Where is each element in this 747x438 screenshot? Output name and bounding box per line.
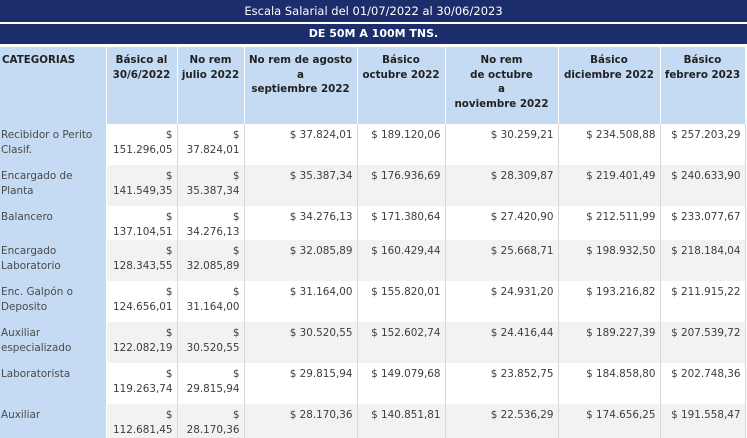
category-cell: Encargado Laboratorio: [0, 240, 107, 281]
value-cell-basico-feb: $ 240.633,90: [660, 165, 746, 206]
value-cell-norem-ago-sep: $ 37.824,01: [244, 124, 358, 165]
value-cell-basico-oct: $ 189.120,06: [357, 124, 446, 165]
document-title: Escala Salarial del 01/07/2022 al 30/06/…: [0, 0, 747, 22]
header-norem-jul: No rem julio 2022: [177, 47, 245, 124]
value-cell-norem-jul: $ 31.164,00: [177, 281, 245, 322]
value-cell-norem-ago-sep: $ 31.164,00: [244, 281, 358, 322]
header-basico-oct: Básico octubre 2022: [357, 47, 446, 124]
category-cell: Enc. Galpón o Deposito: [0, 281, 107, 322]
value-cell-basico-jun: $ 112.681,45: [106, 404, 178, 438]
value-cell-norem-jul: $ 30.520,55: [177, 322, 245, 363]
table-row: Encargado Laboratorio $128.343,55 $32.085,…: [0, 240, 746, 281]
value-cell-basico-dic: $ 193.216,82: [558, 281, 661, 322]
value-cell-basico-dic: $ 184.858,80: [558, 363, 661, 404]
value-cell-basico-jun: $141.549,35: [106, 165, 178, 206]
value-cell-norem-oct-nov: $ 30.259,21: [445, 124, 559, 165]
value-cell-basico-oct: $ 149.079,68: [357, 363, 446, 404]
category-cell: Encargado de Planta: [0, 165, 107, 206]
value-cell-norem-oct-nov: $ 24.931,20: [445, 281, 559, 322]
value-cell-basico-dic: $ 174.656,25: [558, 404, 661, 438]
value-cell-basico-feb: $ 211.915,22: [660, 281, 746, 322]
table-row: Encargado de Planta $141.549,35 $35.387,34…: [0, 165, 746, 206]
table-row: Recibidor o Perito Clasif. $151.296,05 $ 3…: [0, 124, 746, 165]
category-cell: Auxiliar: [0, 404, 107, 438]
value-cell-norem-ago-sep: $ 32.085,89: [244, 240, 358, 281]
category-cell: Balancero: [0, 206, 107, 240]
header-basico-feb: Básico febrero 2023: [660, 47, 746, 124]
value-cell-basico-dic: $ 198.932,50: [558, 240, 661, 281]
value-cell-basico-oct: $ 160.429,44: [357, 240, 446, 281]
value-cell-norem-ago-sep: $ 28.170,36: [244, 404, 358, 438]
value-cell-norem-oct-nov: $ 24.416,44: [445, 322, 559, 363]
value-cell-norem-oct-nov: $ 28.309,87: [445, 165, 559, 206]
category-cell: Auxiliar especializado: [0, 322, 107, 363]
value-cell-norem-jul: $ 34.276,13: [177, 206, 245, 240]
value-cell-norem-ago-sep: $ 29.815,94: [244, 363, 358, 404]
value-cell-norem-ago-sep: $ 30.520,55: [244, 322, 358, 363]
value-cell-norem-ago-sep: $ 35.387,34: [244, 165, 358, 206]
value-cell-basico-feb: $ 233.077,67: [660, 206, 746, 240]
value-cell-basico-feb: $ 257.203,29: [660, 124, 746, 165]
table-row: Laboratorista $119.263,74 $29.815,94 $ 29.8…: [0, 363, 746, 404]
value-cell-norem-jul: $ 28.170,36: [177, 404, 245, 438]
header-categorias: CATEGORIAS: [0, 47, 107, 124]
value-cell-basico-dic: $ 219.401,49: [558, 165, 661, 206]
value-cell-basico-dic: $ 212.511,99: [558, 206, 661, 240]
value-cell-basico-oct: $ 176.936,69: [357, 165, 446, 206]
header-basico-jun: Básico al 30/6/2022: [106, 47, 178, 124]
table-row: Auxiliar $ 112.681,45 $ 28.170,36 $ 28.170,…: [0, 404, 746, 438]
value-cell-basico-jun: $122.082,19: [106, 322, 178, 363]
value-cell-norem-oct-nov: $ 25.668,71: [445, 240, 559, 281]
value-cell-basico-dic: $ 189.227,39: [558, 322, 661, 363]
value-cell-basico-oct: $ 171.380,64: [357, 206, 446, 240]
header-norem-oct-nov: No rem de octubre a noviembre 2022: [445, 47, 559, 124]
table-row: Auxiliar especializado $122.082,19 $ 30.52…: [0, 322, 746, 363]
value-cell-basico-feb: $ 218.184,04: [660, 240, 746, 281]
value-cell-norem-jul: $32.085,89: [177, 240, 245, 281]
table-body: Recibidor o Perito Clasif. $151.296,05 $ 3…: [0, 124, 746, 438]
table-row: Enc. Galpón o Deposito $124.656,01 $ 31.16…: [0, 281, 746, 322]
header-norem-ago-sep: No rem de agosto a septiembre 2022: [244, 47, 358, 124]
value-cell-basico-jun: $124.656,01: [106, 281, 178, 322]
category-cell: Recibidor o Perito Clasif.: [0, 124, 107, 165]
value-cell-norem-oct-nov: $ 23.852,75: [445, 363, 559, 404]
value-cell-basico-oct: $ 140.851,81: [357, 404, 446, 438]
value-cell-norem-jul: $35.387,34: [177, 165, 245, 206]
value-cell-basico-oct: $ 152.602,74: [357, 322, 446, 363]
document-subtitle: DE 50M A 100M TNS.: [0, 22, 747, 44]
salary-table: CATEGORIAS Básico al 30/6/2022 No rem juli…: [0, 47, 746, 438]
value-cell-norem-oct-nov: $ 22.536,29: [445, 404, 559, 438]
value-cell-norem-jul: $ 37.824,01: [177, 124, 245, 165]
table-row: Balancero $ 137.104,51 $ 34.276,13 $ 34.276…: [0, 206, 746, 240]
value-cell-basico-jun: $ 137.104,51: [106, 206, 178, 240]
value-cell-basico-oct: $ 155.820,01: [357, 281, 446, 322]
value-cell-basico-jun: $128.343,55: [106, 240, 178, 281]
table-header-row: CATEGORIAS Básico al 30/6/2022 No rem juli…: [0, 47, 746, 124]
category-cell: Laboratorista: [0, 363, 107, 404]
value-cell-basico-feb: $ 207.539,72: [660, 322, 746, 363]
value-cell-norem-jul: $29.815,94: [177, 363, 245, 404]
value-cell-basico-dic: $ 234.508,88: [558, 124, 661, 165]
value-cell-basico-feb: $ 202.748,36: [660, 363, 746, 404]
header-basico-dic: Básico diciembre 2022: [558, 47, 661, 124]
value-cell-basico-jun: $151.296,05: [106, 124, 178, 165]
value-cell-norem-ago-sep: $ 34.276,13: [244, 206, 358, 240]
value-cell-basico-jun: $119.263,74: [106, 363, 178, 404]
value-cell-norem-oct-nov: $ 27.420,90: [445, 206, 559, 240]
value-cell-basico-feb: $ 191.558,47: [660, 404, 746, 438]
